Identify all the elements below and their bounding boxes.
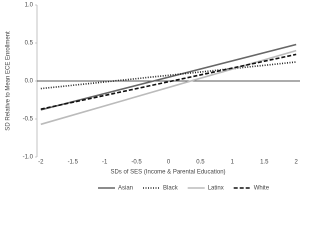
legend-label: Black	[163, 186, 179, 192]
y-tick-label: 1.0	[25, 3, 34, 9]
series-line	[40, 49, 297, 126]
x-tick-label: -1	[102, 160, 108, 166]
x-tick-label: 0	[167, 160, 171, 166]
series-line	[40, 43, 297, 111]
y-tick-label: -0.5	[23, 117, 34, 123]
x-tick-label: 2	[294, 160, 298, 166]
legend-label: Latinx	[208, 186, 224, 192]
legend-label: Asian	[118, 186, 133, 192]
y-tick-label: 0.0	[25, 79, 34, 85]
x-tick-label: -0.5	[131, 160, 142, 166]
x-tick-label: -1.5	[68, 160, 79, 166]
y-tick-label: 0.5	[25, 41, 34, 47]
x-tick-label: 1.5	[260, 160, 269, 166]
series-line	[40, 53, 297, 110]
x-axis-label: SDs of SES (Income & Parental Education)	[110, 170, 225, 176]
x-tick-label: 0.5	[196, 160, 205, 166]
y-axis-label: SD Relative to Mean ECE Enrollment	[6, 31, 12, 131]
legend-label: White	[254, 186, 270, 192]
x-tick-label: 1	[231, 160, 235, 166]
chart: SDs of SES (Income & Parental Education)…	[6, 3, 300, 192]
x-tick-label: -2	[38, 160, 44, 166]
series-line	[40, 61, 297, 90]
y-tick-label: -1.0	[23, 155, 34, 161]
